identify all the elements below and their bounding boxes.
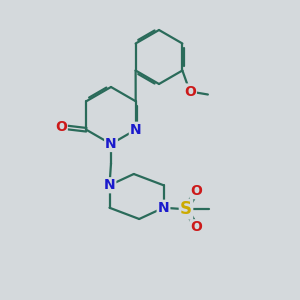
Text: O: O [190,184,202,198]
Text: O: O [190,220,202,234]
Text: N: N [104,178,115,192]
Text: O: O [55,120,67,134]
Text: S: S [180,200,192,218]
Text: O: O [184,85,196,98]
Text: N: N [105,137,117,151]
Text: N: N [158,201,169,215]
Text: N: N [130,123,142,137]
